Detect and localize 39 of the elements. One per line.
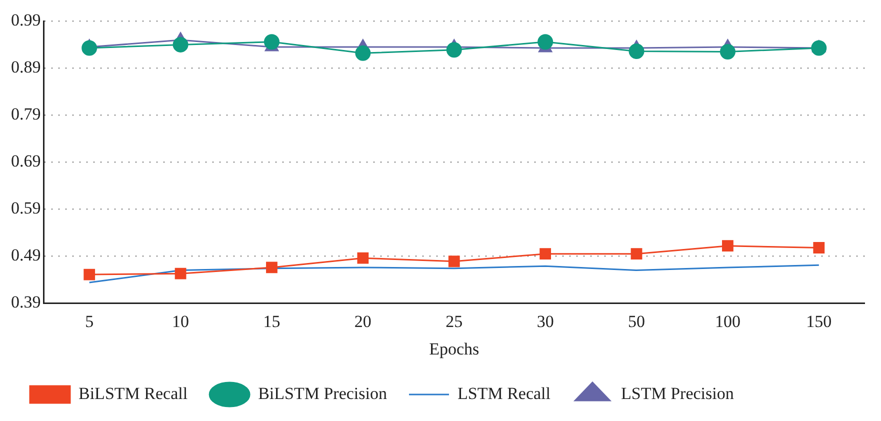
y-tick-label: 0.69: [11, 152, 41, 171]
point: [355, 45, 371, 61]
point: [174, 268, 186, 280]
legend-label: LSTM Precision: [621, 384, 734, 403]
y-tick-label: 0.99: [11, 10, 41, 30]
point: [722, 240, 734, 252]
x-tick-label: 5: [85, 312, 94, 331]
point: [264, 34, 280, 50]
x-tick-label: 20: [354, 312, 372, 331]
point: [630, 248, 642, 260]
point: [172, 36, 188, 52]
x-tick-label: 50: [628, 312, 646, 331]
point: [720, 44, 736, 60]
point: [448, 256, 460, 268]
x-tick-label: 15: [263, 312, 280, 331]
point: [540, 248, 552, 260]
x-axis-title: Epochs: [429, 339, 480, 358]
x-tick-label: 30: [536, 312, 554, 331]
point: [446, 42, 462, 58]
point: [357, 252, 369, 264]
legend-label: BiLSTM Precision: [258, 384, 388, 403]
x-tick-label: 150: [806, 312, 832, 331]
point: [538, 34, 554, 50]
y-tick-label: 0.49: [11, 246, 41, 265]
point: [628, 44, 644, 60]
point: [84, 268, 96, 280]
y-tick-label: 0.59: [11, 198, 41, 218]
point: [266, 262, 278, 274]
y-tick-label: 0.79: [11, 104, 41, 124]
x-tick-label: 10: [172, 312, 190, 331]
legend-label: LSTM Recall: [457, 384, 551, 403]
legend-label: BiLSTM Recall: [78, 384, 188, 403]
x-tick-label: 100: [714, 312, 740, 331]
point: [813, 242, 825, 254]
y-tick-label: 0.39: [11, 292, 41, 312]
y-tick-label: 0.89: [11, 58, 41, 77]
point: [82, 40, 98, 56]
x-tick-label: 25: [446, 312, 463, 331]
point: [811, 40, 827, 56]
